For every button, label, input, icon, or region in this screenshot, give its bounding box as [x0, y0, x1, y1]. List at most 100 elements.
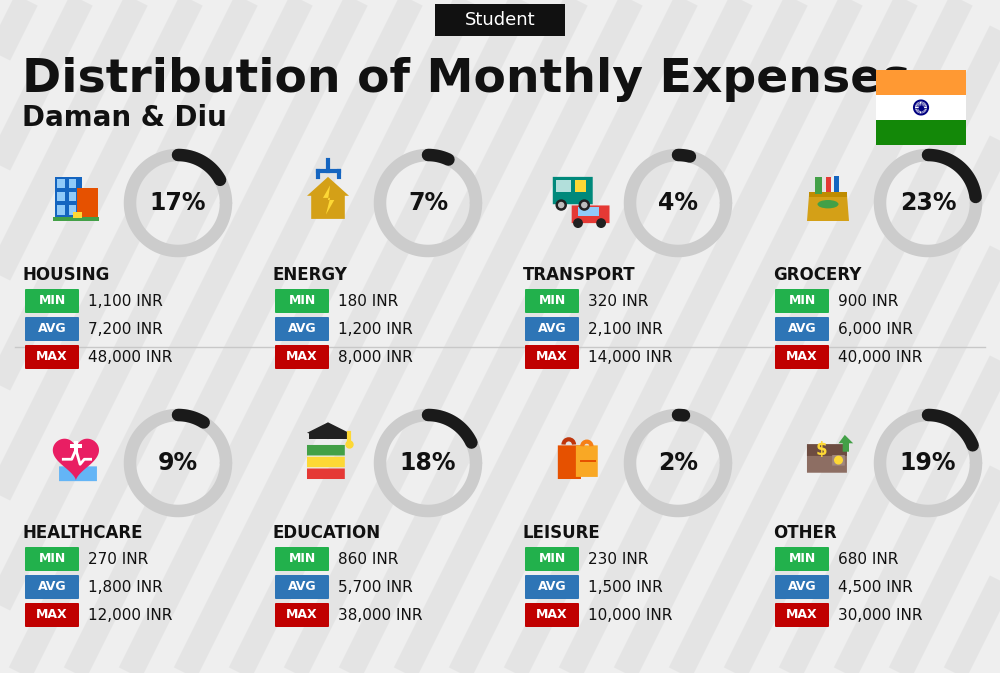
FancyBboxPatch shape — [580, 460, 596, 462]
FancyBboxPatch shape — [55, 177, 82, 221]
Text: 180 INR: 180 INR — [338, 293, 398, 308]
FancyBboxPatch shape — [876, 70, 966, 95]
Text: 680 INR: 680 INR — [838, 551, 898, 567]
Text: 14,000 INR: 14,000 INR — [588, 349, 672, 365]
Polygon shape — [53, 439, 99, 481]
FancyBboxPatch shape — [275, 575, 329, 599]
Text: MAX: MAX — [36, 351, 68, 363]
FancyBboxPatch shape — [57, 192, 65, 201]
FancyBboxPatch shape — [53, 217, 99, 221]
FancyBboxPatch shape — [775, 345, 829, 369]
FancyBboxPatch shape — [309, 433, 347, 439]
FancyBboxPatch shape — [556, 180, 571, 192]
FancyBboxPatch shape — [553, 177, 593, 204]
Text: MAX: MAX — [786, 608, 818, 621]
Text: 900 INR: 900 INR — [838, 293, 898, 308]
Text: Distribution of Monthly Expenses: Distribution of Monthly Expenses — [22, 57, 910, 102]
FancyBboxPatch shape — [525, 317, 579, 341]
FancyBboxPatch shape — [525, 603, 579, 627]
FancyBboxPatch shape — [525, 289, 579, 313]
FancyBboxPatch shape — [275, 345, 329, 369]
FancyBboxPatch shape — [525, 575, 579, 599]
Text: MIN: MIN — [538, 295, 566, 308]
FancyBboxPatch shape — [275, 603, 329, 627]
FancyBboxPatch shape — [307, 445, 345, 456]
Text: MAX: MAX — [286, 351, 318, 363]
Text: AVG: AVG — [788, 322, 816, 336]
Text: 7%: 7% — [408, 191, 448, 215]
FancyBboxPatch shape — [69, 178, 76, 188]
FancyBboxPatch shape — [834, 176, 839, 192]
Text: 12,000 INR: 12,000 INR — [88, 608, 172, 623]
Text: MIN: MIN — [288, 295, 316, 308]
Text: MIN: MIN — [38, 295, 66, 308]
Text: AVG: AVG — [538, 322, 566, 336]
FancyBboxPatch shape — [815, 177, 822, 194]
Text: 1,200 INR: 1,200 INR — [338, 322, 413, 336]
Text: AVG: AVG — [788, 581, 816, 594]
Text: 23%: 23% — [900, 191, 956, 215]
Circle shape — [835, 456, 842, 464]
Text: 38,000 INR: 38,000 INR — [338, 608, 422, 623]
Text: MIN: MIN — [788, 553, 816, 565]
FancyBboxPatch shape — [275, 317, 329, 341]
Text: Daman & Diu: Daman & Diu — [22, 104, 227, 132]
FancyBboxPatch shape — [558, 446, 581, 479]
FancyBboxPatch shape — [25, 317, 79, 341]
Text: Student: Student — [465, 11, 535, 29]
FancyBboxPatch shape — [775, 317, 829, 341]
Text: 18%: 18% — [400, 451, 456, 475]
FancyBboxPatch shape — [57, 178, 65, 188]
Polygon shape — [838, 435, 853, 452]
FancyBboxPatch shape — [25, 345, 79, 369]
Text: AVG: AVG — [538, 581, 566, 594]
FancyBboxPatch shape — [275, 289, 329, 313]
Text: OTHER: OTHER — [773, 524, 837, 542]
FancyBboxPatch shape — [59, 466, 97, 481]
Text: 30,000 INR: 30,000 INR — [838, 608, 922, 623]
Text: MAX: MAX — [786, 351, 818, 363]
FancyBboxPatch shape — [826, 177, 831, 192]
Text: 860 INR: 860 INR — [338, 551, 398, 567]
Circle shape — [579, 200, 589, 210]
Text: 6,000 INR: 6,000 INR — [838, 322, 913, 336]
FancyBboxPatch shape — [73, 212, 82, 217]
FancyBboxPatch shape — [775, 547, 829, 571]
FancyBboxPatch shape — [69, 192, 76, 201]
Text: MIN: MIN — [38, 553, 66, 565]
Polygon shape — [807, 194, 849, 221]
Text: 7,200 INR: 7,200 INR — [88, 322, 163, 336]
FancyBboxPatch shape — [876, 95, 966, 120]
FancyBboxPatch shape — [275, 547, 329, 571]
Text: AVG: AVG — [288, 322, 316, 336]
Text: AVG: AVG — [288, 581, 316, 594]
Text: LEISURE: LEISURE — [523, 524, 601, 542]
Circle shape — [582, 203, 587, 207]
Circle shape — [574, 219, 582, 227]
Text: HOUSING: HOUSING — [23, 266, 110, 284]
FancyBboxPatch shape — [575, 180, 586, 192]
FancyBboxPatch shape — [25, 603, 79, 627]
Polygon shape — [323, 185, 334, 215]
Text: 5,700 INR: 5,700 INR — [338, 579, 413, 594]
Circle shape — [597, 219, 605, 227]
Text: 48,000 INR: 48,000 INR — [88, 349, 172, 365]
Text: MAX: MAX — [536, 608, 568, 621]
Text: 270 INR: 270 INR — [88, 551, 148, 567]
Text: 8,000 INR: 8,000 INR — [338, 349, 413, 365]
Text: MIN: MIN — [288, 553, 316, 565]
FancyBboxPatch shape — [578, 207, 599, 216]
Text: GROCERY: GROCERY — [773, 266, 861, 284]
FancyBboxPatch shape — [307, 468, 345, 479]
FancyBboxPatch shape — [807, 444, 847, 456]
Text: 4,500 INR: 4,500 INR — [838, 579, 913, 594]
Text: 17%: 17% — [150, 191, 206, 215]
FancyBboxPatch shape — [435, 4, 565, 36]
Text: AVG: AVG — [38, 322, 66, 336]
FancyBboxPatch shape — [572, 205, 610, 223]
FancyBboxPatch shape — [69, 205, 76, 215]
Text: 4%: 4% — [658, 191, 698, 215]
FancyBboxPatch shape — [77, 188, 98, 221]
FancyBboxPatch shape — [576, 446, 598, 477]
FancyBboxPatch shape — [807, 446, 847, 472]
